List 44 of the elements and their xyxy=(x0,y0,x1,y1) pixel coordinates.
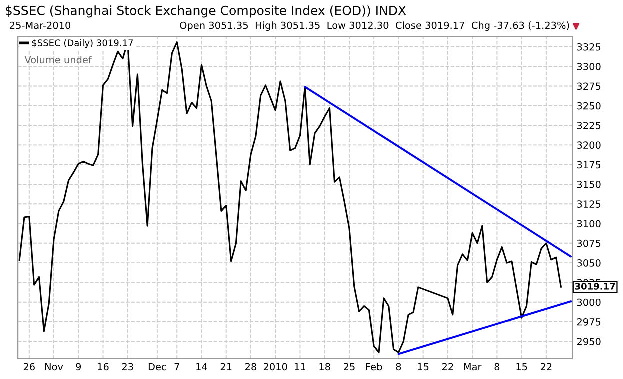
y-tick-label: 3075 xyxy=(577,240,601,248)
text: Open 3051.35 High 3051.35 Low 3012.30 Close 3019.17 Chg -37.63 (-1.23%) xyxy=(180,22,570,32)
y-tick-label: 3050 xyxy=(577,260,601,267)
x-tick-label: 22 xyxy=(540,363,552,370)
x-tick-label: 11 xyxy=(295,363,306,370)
chart-subtitle: 25-Mar-2010 xyxy=(10,22,71,30)
x-tick-label: Feb xyxy=(366,363,382,371)
x-tick-label: 26 xyxy=(24,363,35,371)
x-tick-label: Mar xyxy=(464,363,482,371)
y-tick-label: 3250 xyxy=(577,102,601,110)
x-tick-label: 15 xyxy=(516,363,528,371)
x-tick-label: 14 xyxy=(196,363,208,370)
y-tick-label: 3275 xyxy=(577,82,601,90)
y-tick-label: 3300 xyxy=(577,63,601,70)
x-tick-label: 23 xyxy=(122,363,134,371)
x-tick-label: 8 xyxy=(396,363,402,371)
x-tick-label: 25 xyxy=(344,363,355,371)
y-tick-label: 2950 xyxy=(577,338,601,346)
chart-title: $SSEC (Shanghai Stock Exchange Composite Index (EOD)) INDX xyxy=(6,6,406,18)
x-tick-label: 28 xyxy=(246,363,257,371)
y-tick-label: 3175 xyxy=(577,161,601,169)
x-tick-label: 15 xyxy=(418,363,429,371)
y-tick-label: 3100 xyxy=(577,220,601,228)
line-series xyxy=(18,42,562,354)
y-tick-label: 3125 xyxy=(577,200,601,208)
legend-label: $SSEC (Daily) 3019.17 xyxy=(32,39,134,48)
y-tick-label: 3325 xyxy=(577,43,601,51)
x-tick-label: 18 xyxy=(320,363,330,371)
text: 3019.17 xyxy=(575,283,616,290)
x-tick-label: 2010 xyxy=(264,363,288,371)
x-tick-label: 8 xyxy=(494,363,500,371)
y-tick-label: 3000 xyxy=(577,298,601,306)
annotation: Volume undef xyxy=(24,56,92,64)
x-tick-label: Dec xyxy=(148,363,166,371)
x-tick-label: 16 xyxy=(98,363,109,371)
x-tick-label: 9 xyxy=(76,363,82,371)
x-tick-label: Nov xyxy=(45,363,64,371)
y-tick-label: 3150 xyxy=(577,180,601,188)
x-tick-label: 21 xyxy=(220,363,232,370)
y-tick-label: 3200 xyxy=(577,142,601,150)
x-tick-label: 22 xyxy=(442,363,454,370)
x-tick-label: 7 xyxy=(174,363,180,370)
y-tick-label: 3225 xyxy=(577,122,601,130)
y-tick-label: 2975 xyxy=(577,318,601,326)
